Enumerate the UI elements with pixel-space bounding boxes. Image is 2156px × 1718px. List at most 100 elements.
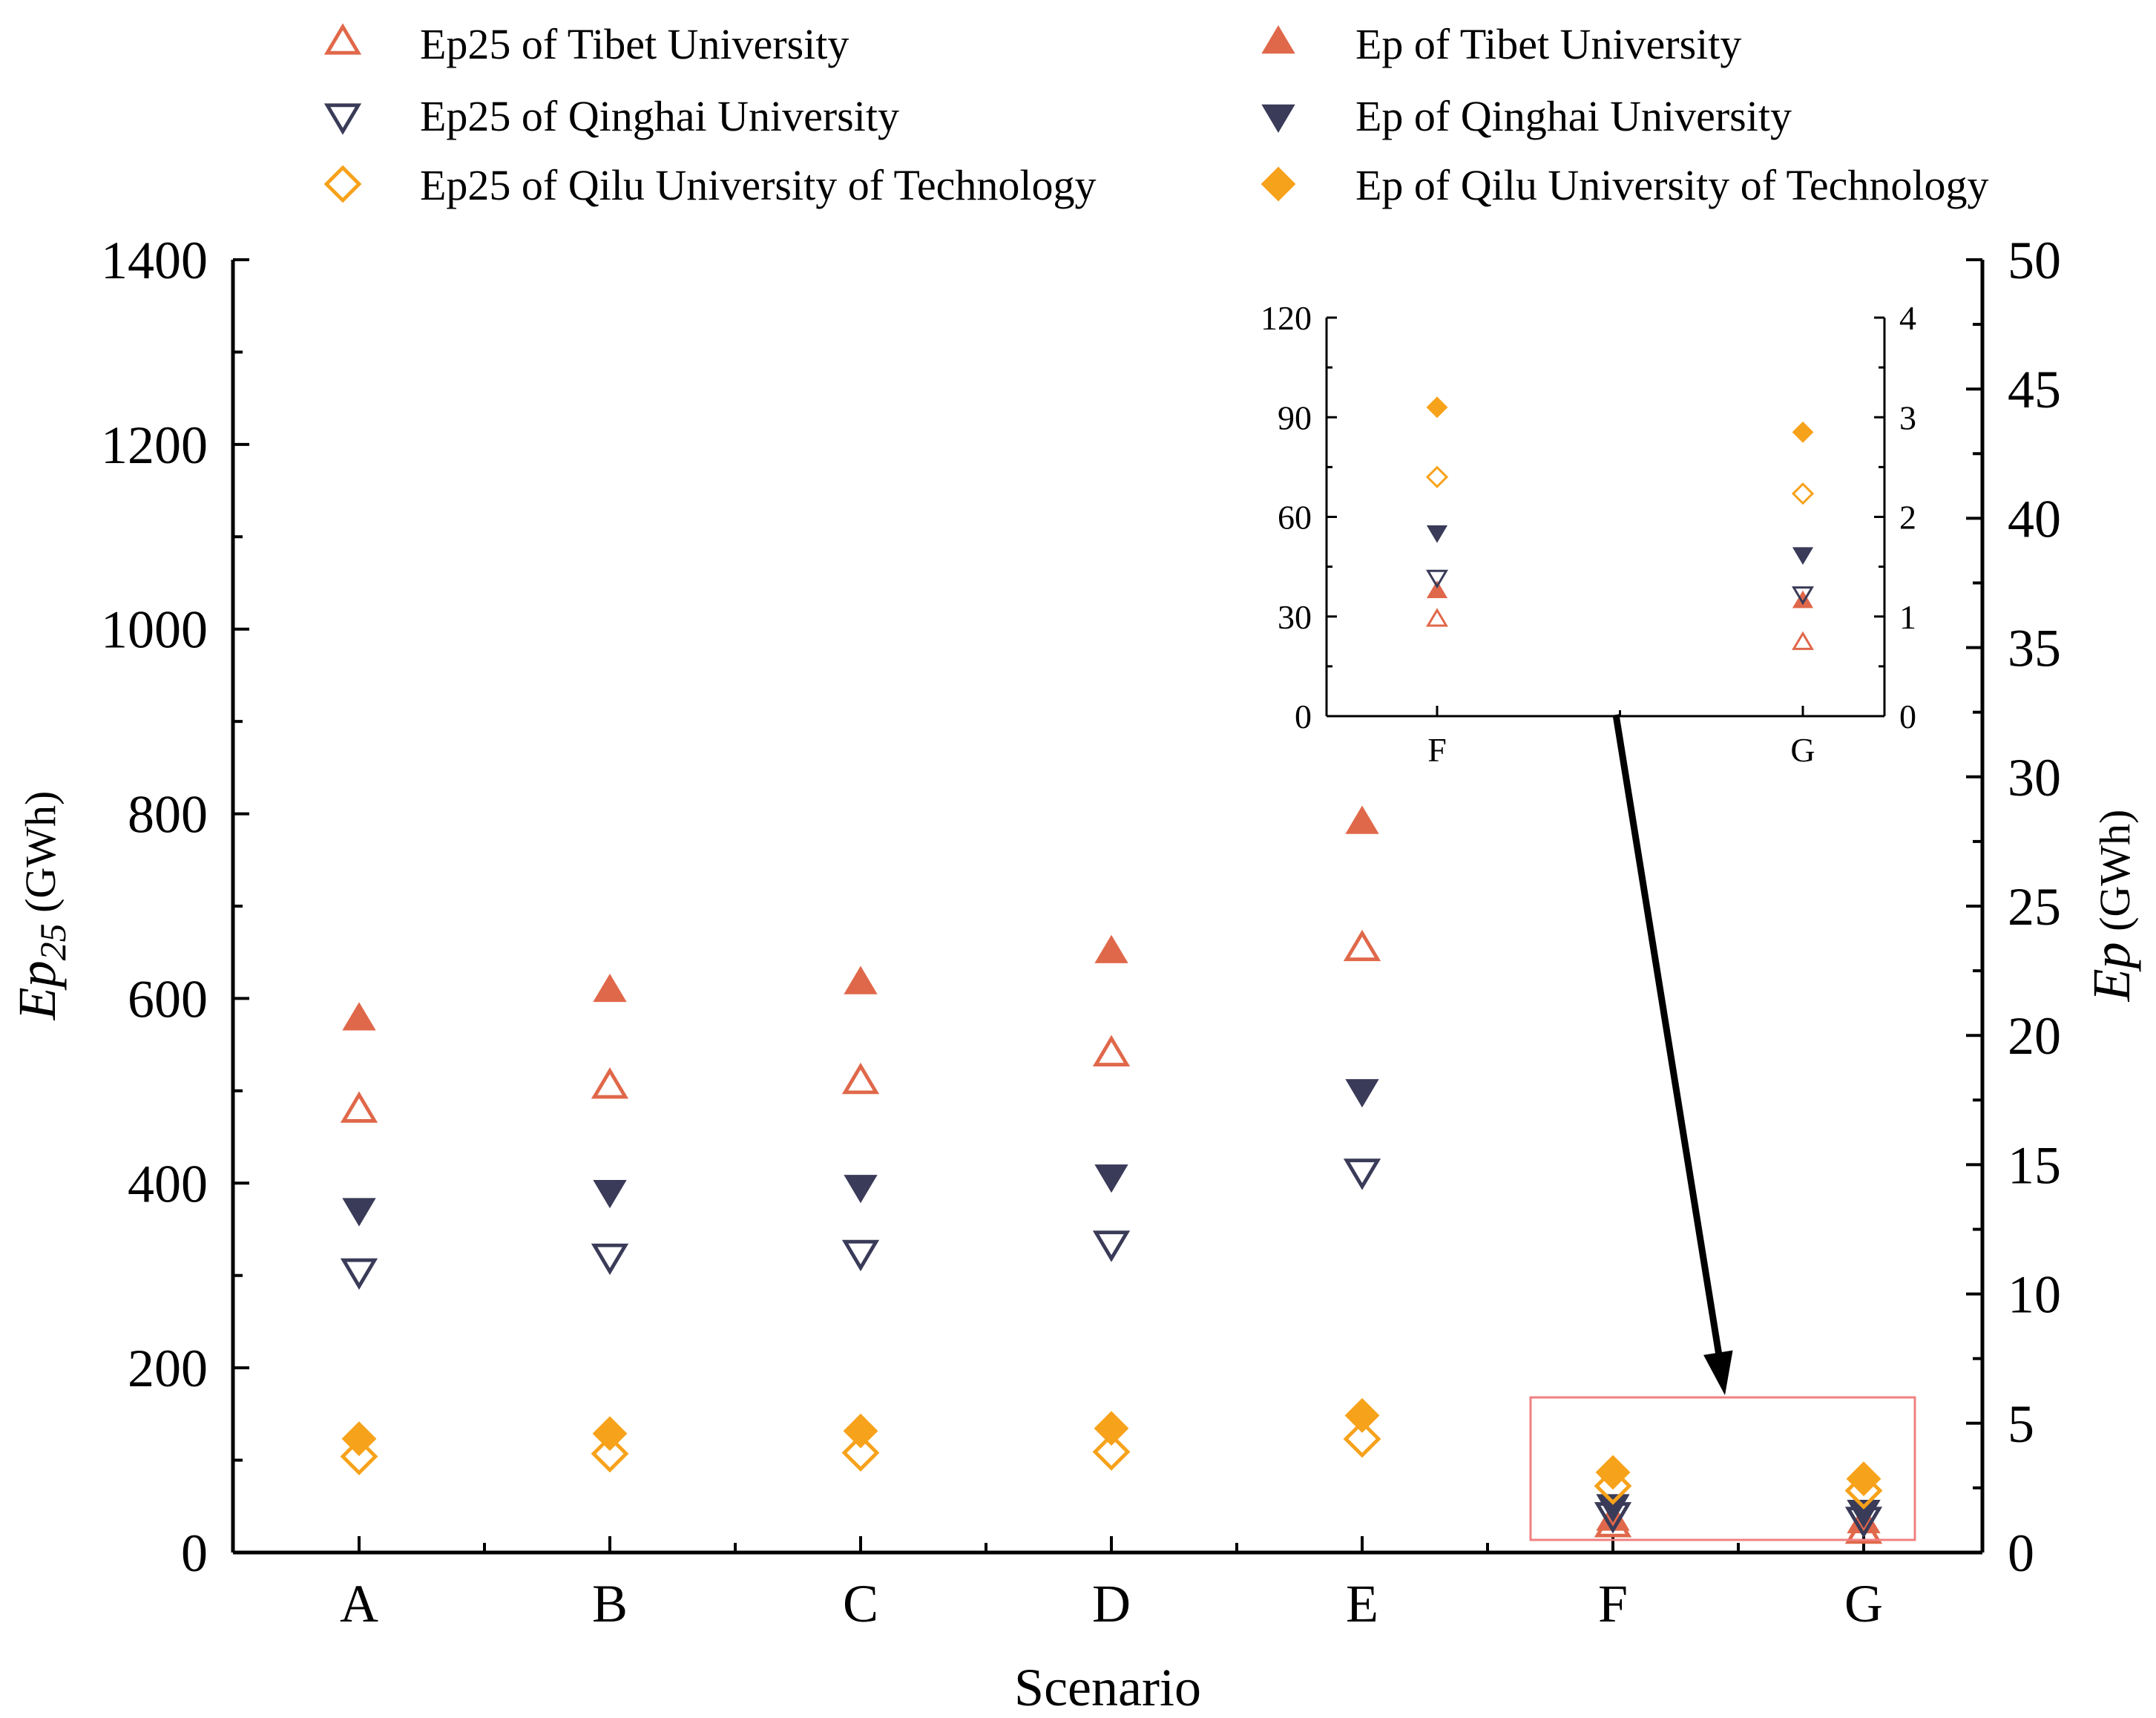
inset-right-tick-label: 0 [1899,698,1916,735]
data-point [1343,1158,1381,1190]
right-tick-label: 35 [2008,619,2061,678]
right-tick-label: 40 [2008,489,2061,548]
inset-data-point [1426,608,1448,627]
x-axis-title: Scenario [1014,1658,1201,1717]
inset-data-point [1426,580,1448,598]
data-point [844,965,878,994]
data-point [841,1434,880,1472]
inset-data-point [1426,569,1448,588]
data-point [593,974,627,1003]
inset-data-point [1792,586,1814,606]
data-point [1343,929,1381,962]
left-tick-label: 200 [128,1339,208,1398]
data-point [843,1413,878,1449]
right-tick-label: 25 [2008,877,2061,937]
data-point [340,1437,378,1476]
data-point [1594,1466,1632,1505]
legend-label: Ep25 of Tibet University [420,20,849,68]
legend-marker [1261,104,1295,133]
data-point [1345,805,1379,834]
legend-marker [1261,166,1296,202]
data-point [1343,1420,1381,1458]
x-tick-label: C [843,1574,878,1633]
x-tick-label: A [340,1574,378,1633]
inset-right-tick-label: 3 [1899,399,1916,436]
data-point [841,1062,880,1095]
right-tick-label: 15 [2008,1135,2061,1195]
inset-right-tick-label: 4 [1899,299,1916,337]
zoom-highlight-box [1529,1396,1916,1541]
inset-left-tick-label: 60 [1278,499,1312,537]
left-tick-label: 1400 [101,231,208,290]
data-point [591,1067,629,1099]
x-tick-label: B [592,1574,628,1633]
data-point [1092,1432,1131,1471]
data-point [593,1180,627,1209]
data-point [1094,934,1128,963]
legend-marker [1261,25,1295,54]
x-tick-label: G [1844,1574,1883,1633]
right-tick-label: 0 [2008,1524,2034,1583]
left-tick-label: 1000 [101,600,208,660]
inset-data-point [1425,465,1449,488]
data-point [841,1239,880,1272]
inset-data-point [1792,547,1814,565]
inset-data-point [1791,482,1815,505]
inset-right-tick-label: 1 [1899,598,1916,636]
data-point [1847,1500,1881,1529]
data-point [592,1416,628,1452]
data-point [844,1175,878,1204]
data-point [1094,1411,1129,1446]
right-y-axis-title: Ep (GWh) [2082,810,2141,1003]
data-point [341,1421,377,1457]
right-tick-label: 5 [2008,1394,2034,1454]
legend-label: Ep of Qilu University of Technology [1355,161,1988,209]
data-point [1846,1461,1881,1497]
right-tick-label: 45 [2008,360,2061,419]
data-point [340,1258,378,1290]
inset-x-tick-label: G [1790,731,1815,769]
zoom-arrow-line [1612,714,1725,1370]
data-point [1344,1397,1380,1433]
legend-marker [323,103,362,135]
right-tick-label: 30 [2008,748,2061,807]
data-point [342,1198,376,1227]
legend-marker [323,165,362,203]
inset-left-tick-label: 30 [1278,598,1312,636]
inset-background [1327,318,1884,716]
data-point [1092,1035,1131,1066]
inset-data-point [1792,590,1814,609]
right-tick-label: 20 [2008,1006,2061,1066]
inset-data-point [1426,525,1448,543]
right-tick-label: 10 [2008,1265,2061,1325]
inset-right-tick-label: 2 [1899,499,1916,537]
left-tick-label: 600 [128,969,208,1029]
data-point [1595,1455,1631,1490]
inset-left-tick-label: 120 [1261,299,1312,337]
inset-data-point [1792,631,1814,650]
data-point [1094,1164,1128,1193]
inset-data-point [1426,396,1448,419]
inset-left-tick-label: 90 [1278,399,1312,436]
data-point [340,1091,378,1123]
left-tick-label: 400 [128,1154,208,1213]
zoom-arrow-head [1703,1350,1733,1395]
left-tick-label: 800 [128,785,208,845]
x-tick-label: E [1346,1574,1378,1633]
legend-label: Ep25 of Qilu University of Technology [420,161,1096,209]
left-y-axis-title: Ep25 (GWh) [7,791,73,1021]
legend-label: Ep of Tibet University [1355,20,1741,68]
data-point [1345,1079,1379,1108]
inset-left-tick-label: 0 [1295,698,1312,735]
legend-label: Ep25 of Qinghai University [420,92,899,140]
legend-label: Ep of Qinghai University [1355,92,1792,140]
x-tick-label: D [1092,1574,1131,1633]
inset-data-point [1792,421,1814,443]
data-point [1596,1494,1630,1523]
left-tick-label: 1200 [101,416,208,475]
inset-x-tick-label: F [1427,731,1447,769]
data-point [591,1243,629,1276]
legend-marker [323,23,362,55]
left-tick-label: 0 [181,1524,208,1583]
